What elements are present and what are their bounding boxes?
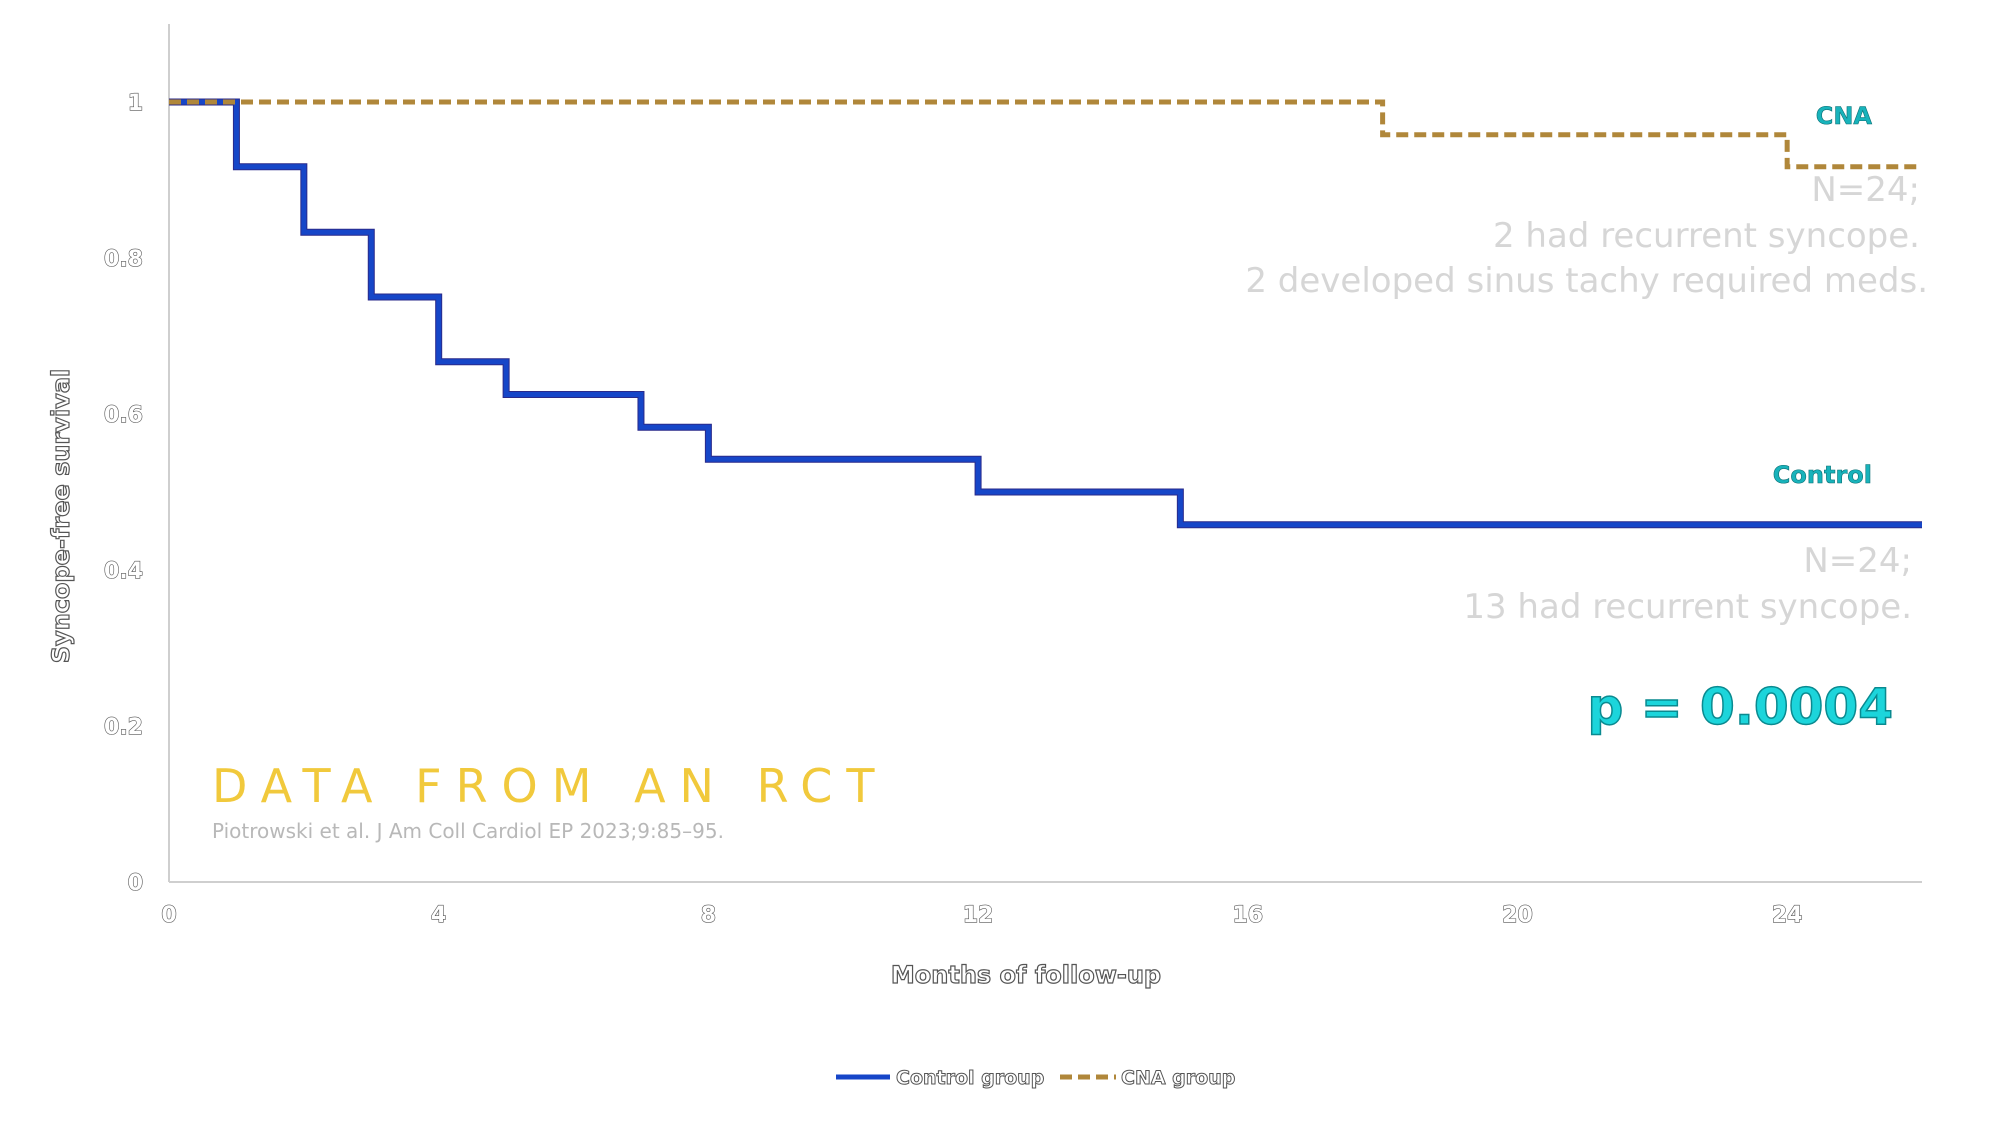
control-note-line-1: N=24;	[1803, 541, 1912, 581]
legend-label-control: Control group	[896, 1067, 1044, 1089]
y-tick-labels: 0 0.2 0.4 0.6 0.8 1	[103, 90, 143, 896]
x-axis-title: Months of follow-up	[891, 961, 1161, 989]
cna-note-line-2: 2 had recurrent syncope.	[1493, 216, 1920, 256]
x-tick-label: 16	[1232, 903, 1263, 928]
y-tick-label: 0	[128, 871, 143, 896]
series-label-control: Control	[1773, 461, 1872, 489]
y-tick-label: 0.6	[104, 403, 143, 428]
x-tick-label: 12	[963, 903, 994, 928]
x-tick-label: 20	[1502, 903, 1533, 928]
x-tick-label: 0	[161, 903, 176, 928]
control-note-line-2: 13 had recurrent syncope.	[1463, 587, 1912, 627]
y-tick-label: 0.2	[104, 715, 143, 740]
x-tick-label: 8	[701, 903, 716, 928]
y-tick-label: 0.4	[104, 559, 143, 584]
y-tick-label: 1	[128, 91, 143, 116]
x-tick-labels: 0 4 8 12 16 20 24	[161, 902, 1803, 928]
banner-title: DATA FROM AN RCT	[212, 759, 888, 813]
cna-note: N=24; 2 had recurrent syncope. 2 develop…	[1245, 170, 1928, 301]
cna-note-line-1: N=24;	[1811, 170, 1920, 210]
x-tick-label: 4	[431, 903, 446, 928]
y-tick-label: 0.8	[104, 247, 143, 272]
series-line-control	[169, 99, 1922, 528]
series-label-cna: CNA	[1816, 102, 1873, 130]
cna-note-line-3: 2 developed sinus tachy required meds.	[1245, 261, 1928, 301]
legend-label-cna: CNA group	[1121, 1067, 1235, 1089]
p-value: p = 0.0004	[1588, 678, 1893, 736]
series-layer	[169, 98, 1922, 529]
series-outline-control	[169, 98, 1922, 529]
citation: Piotrowski et al. J Am Coll Cardiol EP 2…	[212, 819, 724, 843]
axes	[168, 24, 1922, 883]
series-line-cna	[169, 99, 1922, 170]
legend: Control group CNA group	[836, 1067, 1236, 1090]
y-axis-title: Syncope-free survival	[47, 369, 75, 663]
x-tick-label: 24	[1772, 903, 1803, 928]
control-note: N=24; 13 had recurrent syncope.	[1463, 541, 1912, 627]
